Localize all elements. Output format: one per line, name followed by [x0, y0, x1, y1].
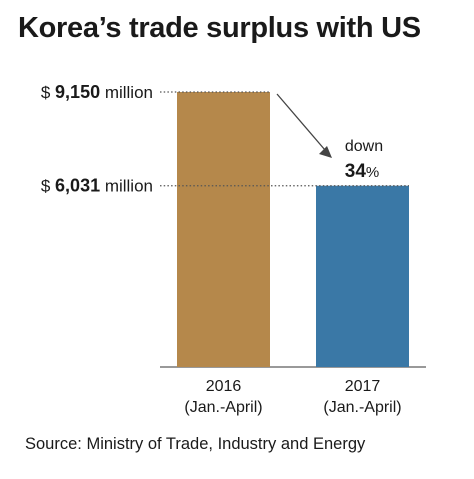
source-note: Source: Ministry of Trade, Industry and … [25, 435, 366, 453]
bar-2017 [316, 185, 409, 367]
decrease-arrowhead [319, 146, 332, 158]
annotation-down: down [345, 138, 383, 155]
category-period-2017: (Jan.-April) [323, 399, 401, 416]
category-period-2016: (Jan.-April) [184, 399, 262, 416]
value-label-2016: $ 9,150 million [41, 82, 153, 102]
bar-2016 [177, 92, 270, 367]
category-label-2017: 2017 [345, 378, 381, 395]
category-label-2016: 2016 [206, 378, 242, 395]
value-label-2017: $ 6,031 million [41, 176, 153, 196]
chart-title: Korea’s trade surplus with US [18, 12, 421, 44]
annotation-percent: 34% [345, 161, 379, 182]
decrease-arrow [276, 93, 326, 151]
